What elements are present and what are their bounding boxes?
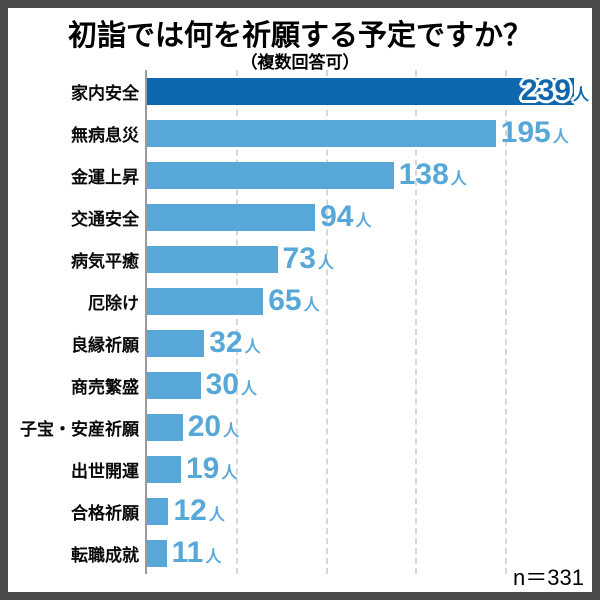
value-unit: 人 bbox=[244, 339, 261, 356]
value-label: 20 人 bbox=[188, 412, 239, 442]
value-number: 138 bbox=[398, 158, 449, 191]
sample-size-label: n＝331 bbox=[513, 565, 584, 590]
value-number: 73 bbox=[282, 242, 316, 275]
bar-row: 商売繁盛 30 人 bbox=[8, 364, 592, 406]
value-number: 20 bbox=[187, 410, 222, 443]
category-label: 家内安全 bbox=[71, 83, 139, 103]
bar-track: 94 人 bbox=[147, 202, 592, 232]
bar bbox=[147, 245, 278, 273]
value-unit: 人 bbox=[205, 549, 222, 566]
value-unit: 人 bbox=[572, 87, 589, 104]
bar-track: 32 人 bbox=[147, 328, 592, 358]
value-label: 94 人 bbox=[320, 202, 371, 232]
value-label: 195 人 bbox=[501, 118, 569, 148]
value-number: 94 bbox=[320, 200, 354, 233]
value-number: 11 bbox=[171, 536, 204, 569]
value-unit: 人 bbox=[317, 255, 334, 272]
gridline-150 bbox=[415, 70, 418, 574]
category-label: 交通安全 bbox=[71, 209, 139, 229]
value-label: 32 人 bbox=[209, 328, 260, 358]
bar bbox=[147, 455, 181, 483]
bar-row: 合格祈願 12 人 bbox=[8, 490, 592, 532]
chart-title: 初詣では何を祈願する予定ですか？ bbox=[67, 20, 532, 52]
bar bbox=[147, 497, 169, 525]
value-unit: 人 bbox=[241, 381, 258, 398]
bar-track: 239 人 bbox=[147, 76, 592, 106]
value-label: 11 人 bbox=[172, 538, 222, 568]
value-unit: 人 bbox=[552, 129, 569, 146]
bar bbox=[147, 413, 183, 441]
bar-row: 金運上昇 138 人 bbox=[8, 154, 592, 196]
bar-track: 30 人 bbox=[147, 370, 592, 400]
bar-track: 65 人 bbox=[147, 286, 592, 316]
category-label: 無病息災 bbox=[71, 125, 139, 145]
value-unit: 人 bbox=[223, 423, 240, 440]
bar bbox=[147, 287, 264, 315]
bar-track: 73 人 bbox=[147, 244, 592, 274]
category-label: 転職成就 bbox=[71, 545, 139, 565]
value-label: 239 人 bbox=[521, 76, 589, 106]
bar-row: 出世開運 19 人 bbox=[8, 448, 592, 490]
value-label: 12 人 bbox=[173, 496, 224, 526]
value-label: 65 人 bbox=[268, 286, 319, 316]
bar-track: 12 人 bbox=[147, 496, 592, 526]
value-label: 19 人 bbox=[186, 454, 237, 484]
value-number: 30 bbox=[205, 368, 239, 401]
value-label: 30 人 bbox=[206, 370, 257, 400]
bar-row: 転職成就 11 人 bbox=[8, 532, 592, 574]
category-label: 子宝・安産祈願 bbox=[20, 419, 139, 439]
bar-row: 病気平癒 73 人 bbox=[8, 238, 592, 280]
bar-track: 138 人 bbox=[147, 160, 592, 190]
gridline-50 bbox=[236, 70, 239, 574]
bar bbox=[147, 329, 205, 357]
category-label: 病気平癒 bbox=[71, 251, 139, 271]
bar-track: 20 人 bbox=[147, 412, 592, 442]
value-unit: 人 bbox=[221, 465, 238, 482]
bar bbox=[147, 161, 394, 189]
bar bbox=[147, 539, 167, 567]
bar-row: 厄除け 65 人 bbox=[8, 280, 592, 322]
value-unit: 人 bbox=[303, 297, 320, 314]
bar-track: 195 人 bbox=[147, 118, 592, 148]
bar-row: 子宝・安産祈願 20 人 bbox=[8, 406, 592, 448]
bar bbox=[147, 371, 201, 399]
value-number: 195 bbox=[500, 116, 551, 149]
value-number: 12 bbox=[173, 494, 207, 527]
category-label: 厄除け bbox=[88, 293, 139, 313]
value-number: 19 bbox=[185, 452, 220, 485]
value-unit: 人 bbox=[355, 213, 372, 230]
value-label: 73 人 bbox=[283, 244, 334, 274]
category-label: 合格祈願 bbox=[71, 503, 139, 523]
bar-track: 11 人 bbox=[147, 538, 592, 568]
bar-row: 交通安全 94 人 bbox=[8, 196, 592, 238]
category-label: 良縁祈願 bbox=[71, 335, 139, 355]
bar-row: 無病息災 195 人 bbox=[8, 112, 592, 154]
bar bbox=[147, 203, 316, 231]
category-label: 出世開運 bbox=[71, 461, 139, 481]
gridline-200 bbox=[504, 70, 507, 574]
bar-track: 19 人 bbox=[147, 454, 592, 484]
bar bbox=[147, 77, 575, 105]
value-unit: 人 bbox=[450, 171, 467, 188]
gridline-100 bbox=[325, 70, 328, 574]
plot-area bbox=[145, 70, 594, 574]
bar bbox=[147, 119, 496, 147]
value-label: 138 人 bbox=[399, 160, 467, 190]
value-unit: 人 bbox=[208, 507, 225, 524]
bar-row: 良縁祈願 32 人 bbox=[8, 322, 592, 364]
bar-row: 家内安全 239 人 bbox=[8, 70, 592, 112]
category-label: 商売繁盛 bbox=[71, 377, 139, 397]
value-number: 32 bbox=[209, 326, 243, 359]
value-number: 239 bbox=[520, 74, 571, 107]
chart-subtitle: （複数回答可） bbox=[240, 53, 360, 72]
value-number: 65 bbox=[268, 284, 302, 317]
bar-rows: 家内安全 239 人無病息災 195 人金運上昇 138 人交通安全 94 人病気平癒 73 人厄除… bbox=[8, 70, 592, 574]
category-label: 金運上昇 bbox=[71, 167, 139, 187]
bar-chart: 家内安全 239 人無病息災 195 人金運上昇 138 人交通安全 94 人病気平癒 73 人厄除… bbox=[8, 70, 592, 574]
